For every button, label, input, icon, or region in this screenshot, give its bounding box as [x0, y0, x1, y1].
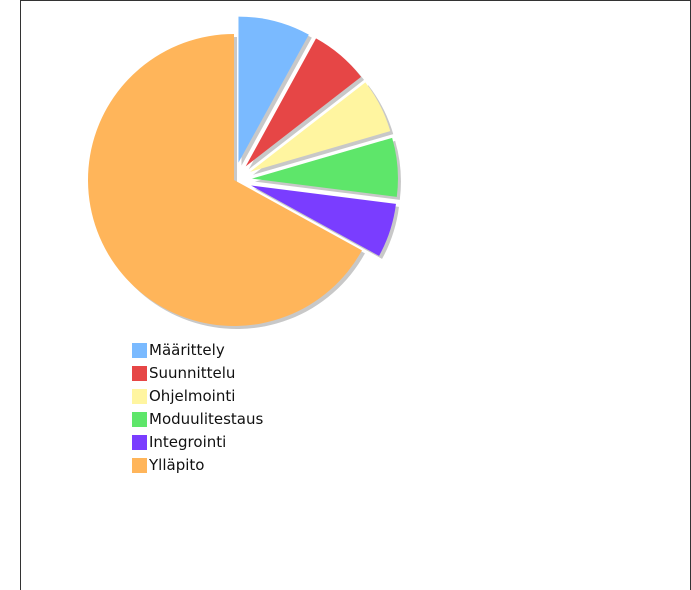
legend-item: Ylläpito	[132, 454, 263, 477]
legend-swatch	[132, 343, 147, 358]
pie-slice-3	[251, 137, 398, 197]
legend-label: Integrointi	[149, 433, 227, 451]
legend-swatch	[132, 389, 147, 404]
legend-item: Moduulitestaus	[132, 408, 263, 431]
legend-label: Ohjelmointi	[149, 387, 236, 405]
pie-slice-5	[87, 34, 362, 327]
legend-swatch	[132, 412, 147, 427]
legend-swatch	[132, 458, 147, 473]
legend-item: Integrointi	[132, 431, 263, 454]
legend-label: Suunnittelu	[149, 364, 236, 382]
legend-swatch	[132, 366, 147, 381]
legend-swatch	[132, 435, 147, 450]
pie-slice-1	[245, 38, 362, 167]
legend-label: Ylläpito	[149, 456, 205, 474]
legend: Määrittely Suunnittelu Ohjelmointi Moduulit…	[132, 339, 263, 477]
pie-slice-0	[238, 16, 309, 163]
pie-slice-4	[251, 185, 396, 256]
legend-label: Moduulitestaus	[149, 410, 264, 428]
legend-item: Suunnittelu	[132, 362, 263, 385]
legend-item: Määrittely	[132, 339, 263, 362]
legend-label: Määrittely	[149, 341, 225, 359]
pie-slice-2	[250, 82, 391, 172]
legend-item: Ohjelmointi	[132, 385, 263, 408]
